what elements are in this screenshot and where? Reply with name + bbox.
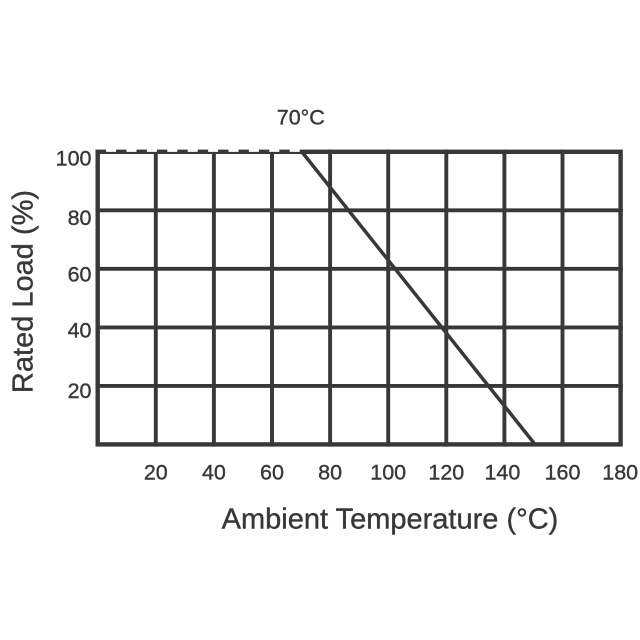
svg-text:80: 80 [318,461,342,485]
svg-text:140: 140 [484,461,520,485]
svg-text:60: 60 [260,461,284,485]
svg-text:180: 180 [602,461,638,485]
svg-text:80: 80 [68,206,92,230]
svg-text:20: 20 [144,461,168,485]
svg-text:40: 40 [202,461,226,485]
svg-text:160: 160 [545,461,581,485]
svg-text:20: 20 [68,379,92,403]
svg-text:Rated Load (%): Rated Load (%) [7,190,39,393]
svg-text:120: 120 [428,461,464,485]
svg-text:40: 40 [68,319,92,343]
svg-text:70°C: 70°C [277,105,325,129]
svg-text:100: 100 [56,146,92,170]
svg-text:60: 60 [68,262,92,286]
svg-text:100: 100 [370,461,406,485]
svg-text:Ambient Temperature (°C): Ambient Temperature (°C) [222,504,559,536]
